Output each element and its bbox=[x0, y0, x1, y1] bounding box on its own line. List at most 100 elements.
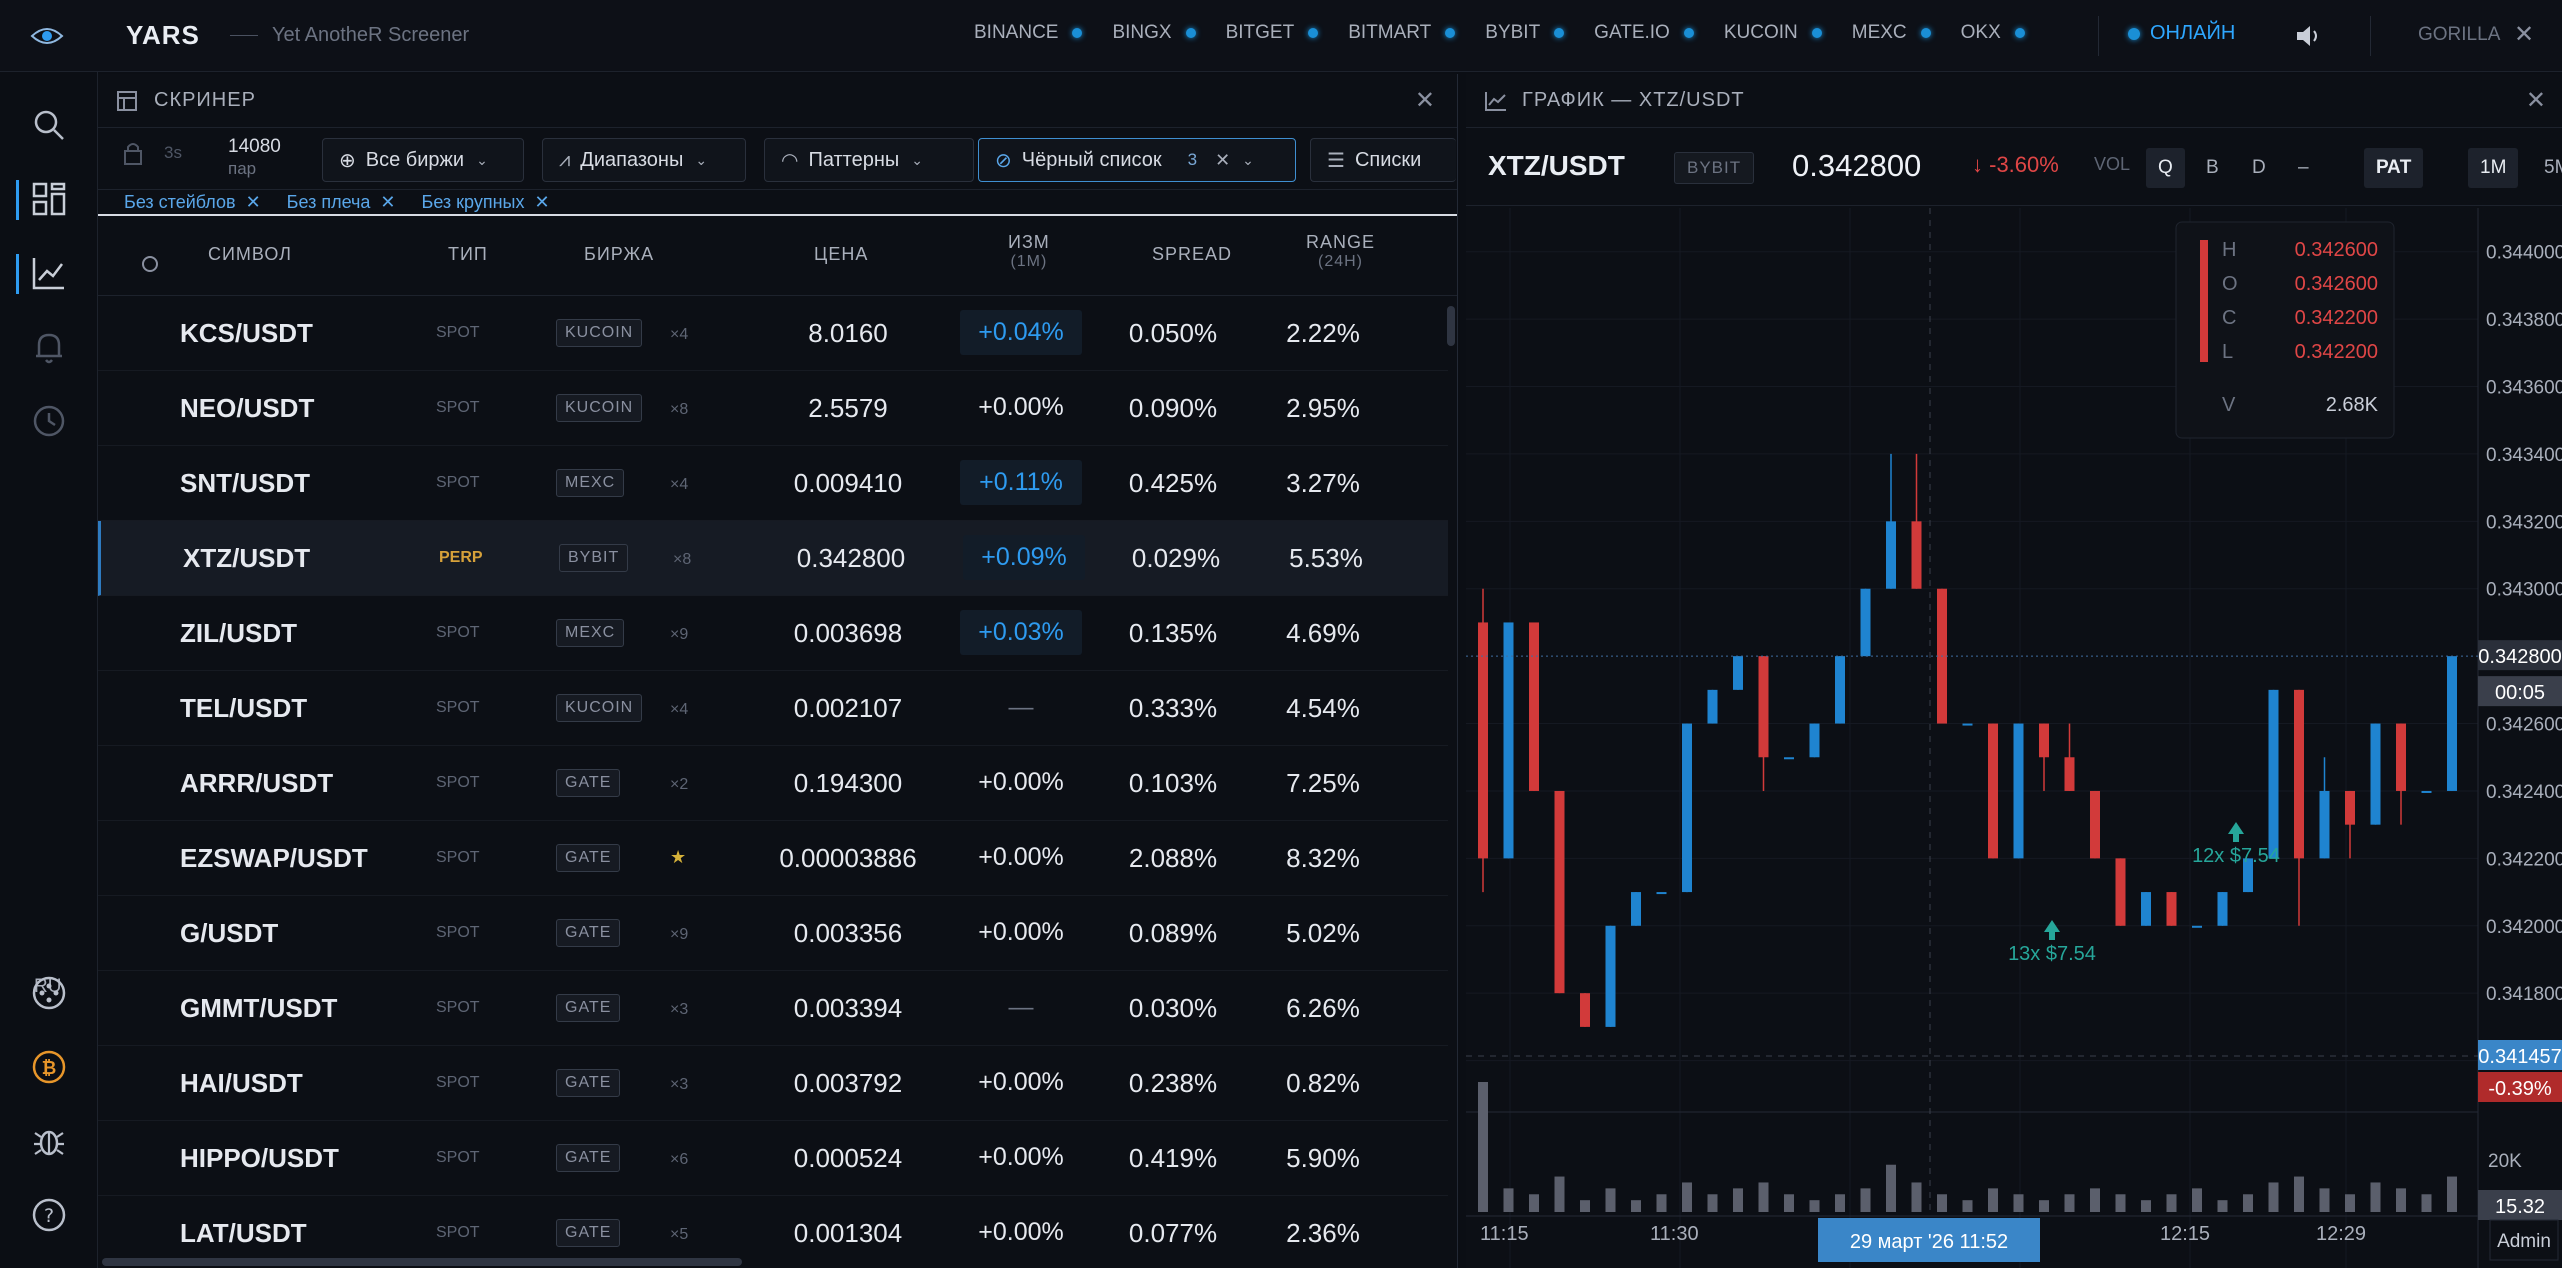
mode-d-button[interactable]: D bbox=[2252, 157, 2266, 178]
candle-body bbox=[2039, 723, 2049, 758]
col-exchange[interactable]: БИРЖА bbox=[584, 244, 655, 264]
ranges-dropdown[interactable]: ⩘ Диапазоны ⌄ bbox=[542, 138, 746, 182]
change-cell: +0.00% bbox=[978, 1218, 1064, 1246]
active-filters: Без стейблов ✕ Без плеча ✕ Без крупных ✕ bbox=[98, 190, 1457, 216]
gamepad-icon[interactable] bbox=[30, 974, 68, 1012]
candle-body bbox=[1682, 723, 1692, 893]
filter-chip[interactable]: Без стейблов ✕ bbox=[124, 192, 261, 213]
interval-1m-button[interactable]: 1M bbox=[2468, 148, 2519, 188]
table-row[interactable]: KCS/USDT SPOT KUCOIN ×4 8.0160 +0.04% 0.050% 2.… bbox=[98, 296, 1448, 371]
exchange-name: BINGX bbox=[1112, 22, 1172, 43]
col-type[interactable]: ТИП bbox=[448, 244, 488, 264]
volume-toggle[interactable]: VOL bbox=[2094, 154, 2131, 174]
select-all-radio[interactable] bbox=[140, 254, 160, 274]
mode-pat-button[interactable]: РАТ bbox=[2364, 148, 2424, 188]
exchange-status-mexc[interactable]: MEXC bbox=[1852, 22, 1931, 44]
volume-bar bbox=[1911, 1182, 1922, 1212]
tagline: Yet AnotheR Screener bbox=[272, 24, 470, 46]
exchanges-dropdown-label: Все биржи bbox=[365, 148, 465, 171]
col-change[interactable]: ИЗМ (1М) bbox=[1008, 232, 1050, 271]
col-range[interactable]: RANGE (24Н) bbox=[1306, 232, 1375, 271]
chart-panel: ГРАФИК — XTZ/USDT ✕ XTZ/USDT BYBIT 0.342… bbox=[1466, 74, 2562, 1268]
exchange-status-okx[interactable]: OKX bbox=[1961, 22, 2025, 44]
table-row[interactable]: ZIL/USDT SPOT MEXC ×9 0.003698 +0.03% 0.135% 4.… bbox=[98, 596, 1448, 671]
chart-icon[interactable] bbox=[30, 254, 68, 292]
spread-cell: 0.050% bbox=[1128, 318, 1218, 348]
admin-label: Admin bbox=[2497, 1231, 2551, 1252]
clear-icon[interactable]: ✕ bbox=[1215, 149, 1231, 170]
table-row[interactable]: G/USDT SPOT GATE ×9 0.003356 +0.00% 0.089% 5.02… bbox=[98, 896, 1448, 971]
exchange-badge: GATE bbox=[556, 994, 621, 1022]
dashboard-grid-icon[interactable] bbox=[30, 180, 68, 218]
mode-b-button[interactable]: B bbox=[2206, 157, 2219, 178]
table-row[interactable]: ARRR/USDT SPOT GATE ×2 0.194300 +0.00% 0.103% 7… bbox=[98, 746, 1448, 821]
exchanges-dropdown[interactable]: ⊕ Все биржи ⌄ bbox=[322, 138, 524, 182]
chart-header: ГРАФИК — XTZ/USDT ✕ bbox=[1466, 74, 2562, 128]
candle-body bbox=[2345, 790, 2355, 825]
bug-icon[interactable] bbox=[30, 1122, 68, 1160]
table-row[interactable]: TEL/USDT SPOT KUCOIN ×4 0.002107 — 0.333% 4.54% bbox=[98, 671, 1448, 746]
table-icon bbox=[117, 91, 137, 111]
table-row[interactable]: NEO/USDT SPOT KUCOIN ×8 2.5579 +0.00% 0.090% 2.… bbox=[98, 371, 1448, 446]
mode-q-button[interactable]: Q bbox=[2146, 148, 2185, 188]
refresh-interval[interactable]: 3s bbox=[164, 143, 182, 162]
close-icon[interactable]: ✕ bbox=[2525, 87, 2546, 114]
exchange-status-bingx[interactable]: BINGX bbox=[1112, 22, 1196, 44]
exchange-badge: GATE bbox=[556, 1069, 621, 1097]
top-bar: YARS Yet AnotheR Screener BINANCE BINGX BI… bbox=[0, 0, 2562, 72]
col-symbol[interactable]: СИМВОЛ bbox=[208, 244, 292, 264]
lock-icon[interactable] bbox=[122, 140, 144, 166]
eye-logo-icon[interactable] bbox=[30, 24, 64, 48]
speaker-icon[interactable] bbox=[2294, 24, 2322, 48]
exchange-status-bitmart[interactable]: BITMART bbox=[1348, 22, 1456, 44]
price-cell: 0.009410 bbox=[793, 468, 903, 498]
candlestick-chart[interactable]: 0.344000 0.343800 0.343600 0.343400 0.343200… bbox=[1466, 208, 2562, 1268]
remove-filter-icon[interactable]: ✕ bbox=[380, 191, 396, 212]
exchange-status-bitget[interactable]: BITGET bbox=[1226, 22, 1319, 44]
lists-button[interactable]: ☰ Списки bbox=[1310, 138, 1456, 182]
bitcoin-icon[interactable]: ₿ bbox=[30, 1048, 68, 1086]
search-icon[interactable] bbox=[30, 106, 68, 144]
remove-filter-icon[interactable]: ✕ bbox=[534, 191, 550, 212]
filter-chip[interactable]: Без крупных ✕ bbox=[422, 192, 550, 213]
screener-header: СКРИНЕР ✕ bbox=[98, 74, 1457, 128]
vertical-scrollbar[interactable] bbox=[1447, 306, 1455, 346]
table-row[interactable]: SNT/USDT SPOT MEXC ×4 0.009410 +0.11% 0.425% 3.… bbox=[98, 446, 1448, 521]
table-row[interactable]: GMMT/USDT SPOT GATE ×3 0.003394 — 0.030% 6.26% bbox=[98, 971, 1448, 1046]
price-tick-label: 0.342000 bbox=[2486, 917, 2562, 938]
table-row[interactable]: EZSWAP/USDT SPOT GATE ★ 0.00003886 +0.00% 2.08… bbox=[98, 821, 1448, 896]
volume-bars bbox=[1478, 1082, 2457, 1212]
exchange-name: OKX bbox=[1960, 22, 2001, 43]
user-name[interactable]: GORILLA bbox=[2418, 24, 2501, 45]
exchange-status-gate-io[interactable]: GATE.IO bbox=[1594, 22, 1694, 44]
patterns-dropdown[interactable]: ◠ Паттерны ⌄ bbox=[764, 138, 974, 182]
price-tick-label: 0.343600 bbox=[2486, 378, 2562, 399]
chart-info-bar: XTZ/USDT BYBIT 0.342800 ↓ -3.60% VOL Q B… bbox=[1466, 128, 2562, 206]
exchange-status-binance[interactable]: BINANCE bbox=[974, 22, 1083, 44]
candle-body bbox=[1605, 925, 1616, 1027]
remove-filter-icon[interactable]: ✕ bbox=[245, 191, 261, 212]
mode-dash-button[interactable]: – bbox=[2298, 157, 2309, 178]
price-cell: 0.003698 bbox=[793, 618, 903, 648]
close-icon[interactable]: ✕ bbox=[2514, 21, 2535, 48]
help-icon[interactable]: ? bbox=[30, 1196, 68, 1234]
filter-chip[interactable]: Без плеча ✕ bbox=[287, 192, 396, 213]
exchange-status-bybit[interactable]: BYBIT bbox=[1485, 22, 1565, 44]
table-row[interactable]: XTZ/USDT PERP BYBIT ×8 0.342800 +0.09% 0.029% 5… bbox=[98, 521, 1448, 596]
blacklist-dropdown[interactable]: ⊘ Чёрный список 3 ✕ ⌄ bbox=[978, 138, 1296, 182]
close-icon[interactable]: ✕ bbox=[1414, 87, 1435, 114]
table-row[interactable]: HAI/USDT SPOT GATE ×3 0.003792 +0.00% 0.238% 0.… bbox=[98, 1046, 1448, 1121]
refresh-lock[interactable]: 3s bbox=[122, 140, 182, 166]
clock-icon[interactable] bbox=[30, 402, 68, 440]
col-spread[interactable]: SPREAD bbox=[1152, 244, 1233, 264]
table-row[interactable]: LAT/USDT SPOT GATE ×5 0.001304 +0.00% 0.077% 2.… bbox=[98, 1196, 1448, 1268]
interval-5m-button[interactable]: 5M bbox=[2544, 157, 2562, 178]
horizontal-scrollbar[interactable] bbox=[102, 1258, 742, 1266]
table-row[interactable]: HIPPO/USDT SPOT GATE ×6 0.000524 +0.00% 0.419%… bbox=[98, 1121, 1448, 1196]
bell-icon[interactable] bbox=[30, 328, 68, 366]
exchange-status-kucoin[interactable]: KUCOIN bbox=[1724, 22, 1822, 44]
ohlc-candle-swatch bbox=[2200, 240, 2208, 362]
exchange-name: GATE.IO bbox=[1594, 22, 1670, 43]
price-tick-label: 0.342200 bbox=[2486, 849, 2562, 870]
col-price[interactable]: ЦЕНА bbox=[814, 244, 869, 264]
